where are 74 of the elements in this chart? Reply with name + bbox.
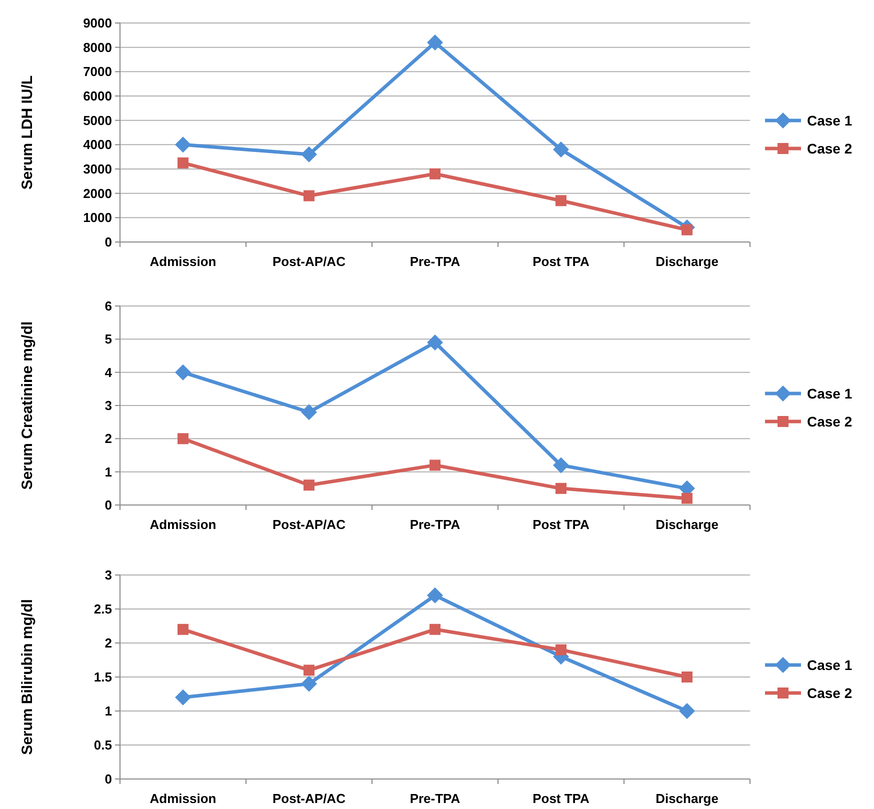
x-tick-label: Post-AP/AC <box>272 254 346 269</box>
point <box>556 195 566 206</box>
x-tick-label: Post TPA <box>532 517 590 532</box>
y-tick-label: 2 <box>104 636 112 651</box>
x-tick-label: Pre-TPA <box>410 254 461 269</box>
point <box>304 664 314 676</box>
y-tick-label: 4000 <box>83 137 112 152</box>
point <box>682 492 692 504</box>
point <box>178 624 188 635</box>
y-tick-label: 5000 <box>83 112 112 128</box>
point <box>679 703 695 719</box>
point <box>427 34 443 50</box>
x-tick-label: Discharge <box>656 254 718 269</box>
y-tick-label: 0 <box>104 772 112 787</box>
legend-label: Case 1 <box>807 656 852 673</box>
y-tick-label: 1000 <box>83 210 112 226</box>
legend-label: Case 2 <box>807 684 852 701</box>
point <box>553 142 569 158</box>
point <box>178 433 188 444</box>
legend-label: Case 2 <box>807 140 852 156</box>
y-axis-title: Serum LDH IU/L <box>19 75 36 190</box>
x-tick-label: Discharge <box>656 791 718 806</box>
point <box>427 334 443 350</box>
point <box>304 480 314 491</box>
y-tick-label: 9000 <box>83 16 112 31</box>
y-tick-label: 3 <box>104 568 112 583</box>
point <box>682 672 692 682</box>
legend-label: Case 2 <box>807 413 852 430</box>
x-tick-label: Discharge <box>656 517 718 532</box>
point <box>301 676 317 692</box>
point <box>304 190 314 202</box>
x-tick-label: Admission <box>150 254 216 269</box>
point <box>301 146 317 162</box>
y-tick-label: 6000 <box>83 88 112 104</box>
y-tick-label: 0 <box>104 498 112 513</box>
y-tick-label: 0.5 <box>94 738 112 753</box>
point <box>175 136 191 153</box>
point <box>178 157 188 168</box>
point <box>427 587 443 604</box>
x-tick-label: Post-AP/AC <box>272 791 346 806</box>
y-tick-label: 1.5 <box>94 670 112 685</box>
point <box>301 404 317 420</box>
point <box>430 624 440 635</box>
point <box>430 460 440 471</box>
point <box>175 689 191 706</box>
y-tick-label: 8000 <box>83 40 112 55</box>
x-tick-label: Pre-TPA <box>410 517 461 532</box>
x-tick-label: Pre-TPA <box>410 791 461 806</box>
y-tick-label: 2 <box>104 431 112 446</box>
legend-label: Case 1 <box>807 385 852 402</box>
y-tick-label: 3000 <box>83 162 112 177</box>
y-tick-label: 0 <box>104 234 112 250</box>
y-tick-label: 4 <box>104 364 113 380</box>
x-tick-label: Admission <box>150 791 216 806</box>
y-axis-title: Serum Creatinine mg/dl <box>19 321 36 490</box>
y-tick-label: 5 <box>104 332 112 347</box>
point <box>175 364 191 380</box>
y-tick-label: 1 <box>104 704 112 719</box>
y-tick-label: 1 <box>104 464 112 480</box>
y-tick-label: 7000 <box>83 64 112 80</box>
x-tick-label: Post TPA <box>532 254 590 269</box>
y-axis-title: Serum Bilirubin mg/dl <box>19 599 36 755</box>
x-tick-label: Post TPA <box>532 791 590 806</box>
y-tick-label: 2000 <box>83 186 112 201</box>
x-tick-label: Admission <box>150 517 216 532</box>
point <box>430 168 440 180</box>
x-tick-label: Post-AP/AC <box>272 517 346 532</box>
point <box>556 644 566 656</box>
y-tick-label: 6 <box>104 298 112 314</box>
y-tick-label: 2.5 <box>94 602 112 617</box>
legend-label: Case 1 <box>807 112 852 128</box>
point <box>553 457 569 474</box>
point <box>556 482 566 494</box>
y-tick-label: 3 <box>104 398 112 414</box>
